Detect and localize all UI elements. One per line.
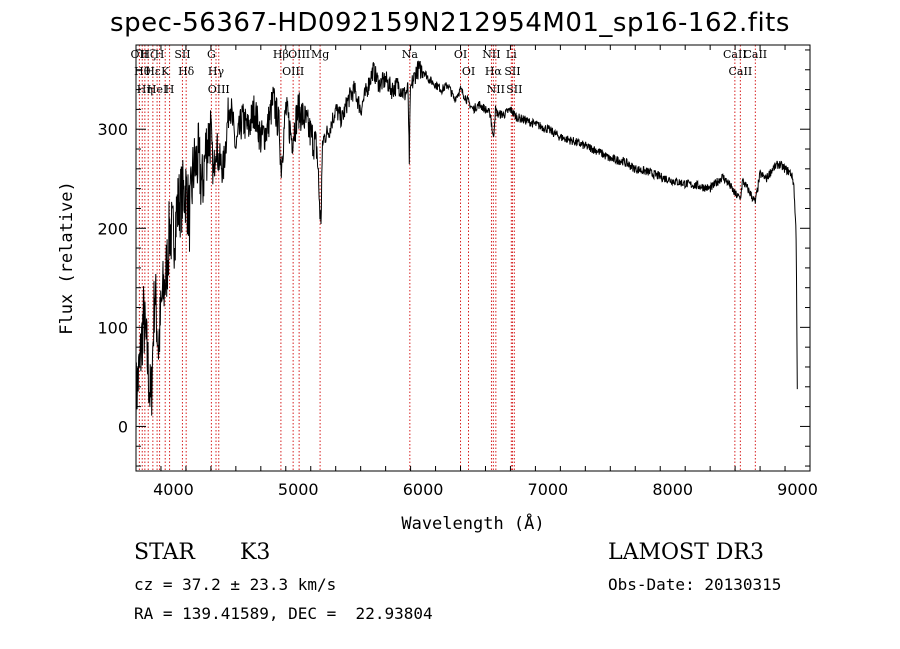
x-tick-label: 4000 <box>153 480 194 499</box>
line-label-oi: OI <box>454 48 467 61</box>
line-label-hη: Hη <box>137 83 153 96</box>
line-label-g: G <box>207 48 216 61</box>
y-tick-label: 0 <box>118 417 128 436</box>
line-label-oii: OII <box>131 48 149 61</box>
x-tick-label: 5000 <box>278 480 319 499</box>
line-label-hβ: Hβ <box>273 48 289 61</box>
line-label-li: Li <box>506 48 517 61</box>
line-label-caii: CaII <box>729 65 753 78</box>
line-label-sii: SII <box>506 83 522 96</box>
survey-label: LAMOST DR3 <box>608 540 764 565</box>
line-label-hei: HeI <box>147 83 167 96</box>
line-label-sii: SII <box>174 48 190 61</box>
line-label-na: Na <box>402 48 419 61</box>
line-label-hζ: Hζ <box>140 48 156 61</box>
y-axis-label: Flux (relative) <box>57 181 77 335</box>
plot-frame <box>135 44 811 472</box>
line-label-hδ: Hδ <box>178 65 195 78</box>
line-label-mg: Mg <box>311 48 329 61</box>
coordinates-label: RA = 139.41589, DEC = 22.93804 <box>134 604 433 623</box>
line-label-caii: CaII <box>723 48 747 61</box>
line-label-nii: NII <box>482 48 500 61</box>
x-tick-label: 7000 <box>528 480 569 499</box>
line-label-oiii: OIII <box>282 65 304 78</box>
y-tick-label: 300 <box>97 120 128 139</box>
axes: 4000 5000 6000 7000 8000 9000 0 100 200 300 Wavele… <box>57 44 818 534</box>
line-label-hθ: Hθ <box>134 65 151 78</box>
line-label-hε: Hε <box>145 65 161 78</box>
redshift-label: cz = 37.2 ± 23.3 km/s <box>134 575 337 594</box>
chart-title: spec-56367-HD092159N212954M01_sp16-162.f… <box>110 8 790 38</box>
x-tick-label: 6000 <box>403 480 444 499</box>
line-label-sii: SII <box>504 65 520 78</box>
x-tick-label: 8000 <box>652 480 693 499</box>
y-tick-label: 200 <box>97 219 128 238</box>
x-axis-label: Wavelength (Å) <box>401 512 544 534</box>
object-subclass: K3 <box>240 540 271 565</box>
obs-date-label: Obs-Date: 20130315 <box>608 575 782 594</box>
line-label-h: H <box>155 48 165 61</box>
line-label-caii: CaII <box>743 48 767 61</box>
line-label-oi: OI <box>462 65 475 78</box>
y-tick-label: 100 <box>97 318 128 337</box>
spectrum-line <box>135 60 798 434</box>
line-label-hα: Hα <box>485 65 503 78</box>
line-label-oiii: OIII <box>288 48 310 61</box>
x-tick-label: 9000 <box>777 480 818 499</box>
line-label-oiii: OIII <box>208 83 230 96</box>
line-label-k: K <box>161 65 170 78</box>
line-label-nii: NII <box>487 83 505 96</box>
line-label-hγ: Hγ <box>208 65 225 78</box>
object-class: STAR <box>134 540 195 565</box>
plot-area <box>135 60 798 434</box>
line-label-h: H <box>165 83 175 96</box>
